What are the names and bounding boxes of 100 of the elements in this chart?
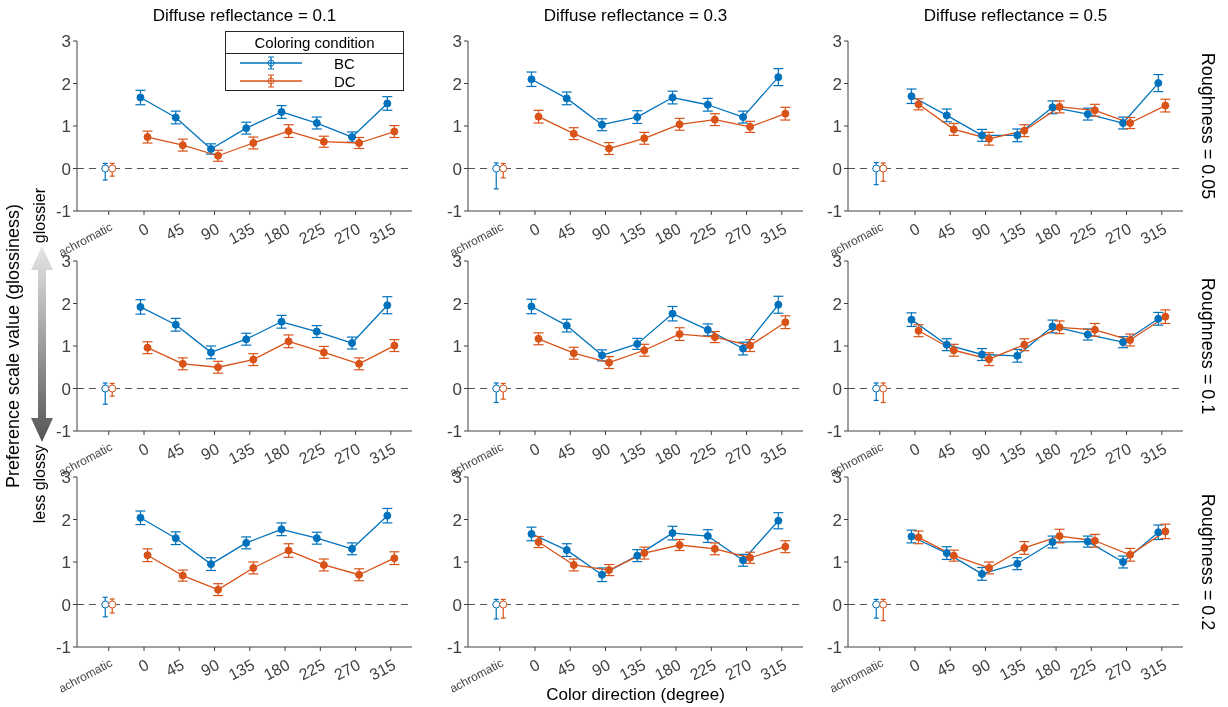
y-tick-label: -1: [55, 422, 71, 442]
x-tick-label: 135: [225, 439, 258, 468]
x-tick-label: 135: [616, 655, 649, 684]
x-tick-label: 315: [1137, 219, 1170, 248]
y-tick-label: 0: [452, 379, 462, 399]
x-tick-label: 180: [260, 655, 293, 684]
y-tick-label: 1: [832, 553, 842, 573]
x-tick-label: 270: [331, 219, 364, 248]
x-tick-label: 90: [589, 439, 614, 464]
x-tick-label: 270: [1102, 219, 1135, 248]
x-tick-label: 0: [135, 219, 152, 240]
y-tick-label: -1: [826, 638, 842, 658]
x-tick-label: 45: [553, 219, 578, 244]
x-tick-label: 135: [996, 655, 1029, 684]
x-tick-label: 45: [162, 439, 187, 464]
x-tick-label: 270: [1102, 655, 1135, 684]
x-tick-label: 180: [651, 219, 684, 248]
legend-label: BC: [334, 54, 355, 72]
x-tick-label: 270: [331, 655, 364, 684]
x-tick-label: 90: [589, 655, 614, 680]
x-tick-label: 180: [260, 219, 293, 248]
text: less glossy: [31, 445, 49, 524]
y-tick-label: 2: [452, 510, 462, 530]
y-tick-label: 1: [832, 337, 842, 357]
y-tick-label: 0: [452, 595, 462, 615]
x-tick-label: 225: [687, 655, 719, 684]
y-tick-label: 2: [61, 74, 71, 94]
x-tick-label: 270: [1102, 439, 1135, 468]
x-tick-label: 270: [722, 219, 755, 248]
y-tick-label: 0: [61, 379, 71, 399]
x-tick-label: 270: [722, 439, 755, 468]
x-tick-label: 0: [906, 439, 923, 460]
y-tick-label: 2: [452, 294, 462, 314]
x-tick-label: 0: [906, 655, 923, 676]
x-tick-label: 180: [651, 655, 684, 684]
chart-title: Diffuse reflectance = 0.5: [922, 6, 1109, 26]
y-tick-label: 1: [61, 337, 71, 357]
x-tick-label: 315: [757, 655, 790, 684]
x-tick-label: 0: [526, 219, 543, 240]
x-tick-label: 45: [162, 219, 187, 244]
x-tick-label: 180: [651, 439, 684, 468]
x-tick-label: 225: [1067, 655, 1099, 684]
x-tick-label: 225: [687, 439, 719, 468]
chart-title: Diffuse reflectance = 0.1: [151, 6, 338, 26]
x-tick-label: 315: [1137, 439, 1170, 468]
y-tick-label: 1: [452, 337, 462, 357]
x-tick-label: 0: [526, 655, 543, 676]
x-tick-label: 45: [933, 219, 958, 244]
x-tick-label: 45: [933, 439, 958, 464]
y-tick-label: 1: [832, 117, 842, 137]
y-tick-label: 2: [61, 294, 71, 314]
y-tick-label: 0: [832, 379, 842, 399]
x-tick-label: 135: [996, 439, 1029, 468]
x-tick-label: 90: [969, 655, 994, 680]
y-tick-label: 3: [832, 32, 842, 52]
y-tick-label: 1: [452, 117, 462, 137]
x-tick-label: 180: [1031, 219, 1064, 248]
y-tick-label: -1: [55, 638, 71, 658]
x-tick-label: 90: [969, 439, 994, 464]
x-tick-label: 225: [296, 655, 328, 684]
x-tick-label: 0: [135, 655, 152, 676]
y-tick-label: 2: [832, 510, 842, 530]
legend-label: DC: [334, 72, 356, 90]
y-tick-label: 3: [452, 32, 462, 52]
y-tick-label: 1: [61, 553, 71, 573]
y-tick-label: 0: [61, 595, 71, 615]
y-tick-label: 0: [832, 595, 842, 615]
x-tick-label: 90: [969, 219, 994, 244]
y-tick-label: 0: [452, 159, 462, 179]
x-tick-label: 225: [296, 439, 328, 468]
text: glossier: [31, 187, 49, 243]
y-tick-label: -1: [446, 422, 462, 442]
y-tick-label: 3: [61, 32, 71, 52]
x-tick-label: 225: [1067, 219, 1099, 248]
x-tick-label: 180: [1031, 655, 1064, 684]
x-tick-label: 45: [553, 655, 578, 680]
y-tick-label: -1: [55, 202, 71, 222]
x-tick-label: 225: [296, 219, 328, 248]
x-tick-label: 135: [225, 219, 258, 248]
x-tick-label: 45: [933, 655, 958, 680]
y-tick-label: 0: [61, 159, 71, 179]
y-tick-label: 2: [832, 74, 842, 94]
text: Roughness = 0.2: [1197, 493, 1218, 631]
x-tick-label: 315: [366, 439, 399, 468]
x-tick-label: 180: [260, 439, 293, 468]
x-tick-label: 90: [198, 439, 223, 464]
x-tick-label: 0: [906, 219, 923, 240]
x-tick-label: 315: [757, 219, 790, 248]
x-tick-label: 135: [616, 439, 649, 468]
x-tick-label: 0: [135, 439, 152, 460]
y-tick-label: -1: [446, 638, 462, 658]
x-tick-label: 0: [526, 439, 543, 460]
x-tick-label: 45: [162, 655, 187, 680]
x-tick-label: 315: [366, 219, 399, 248]
x-tick-label: 90: [589, 219, 614, 244]
y-axis-title: Preference scale value (glossiness): [3, 203, 24, 489]
y-tick-label: 1: [452, 553, 462, 573]
x-tick-label: 270: [722, 655, 755, 684]
x-tick-label: 90: [198, 655, 223, 680]
x-tick-label: 315: [366, 655, 399, 684]
